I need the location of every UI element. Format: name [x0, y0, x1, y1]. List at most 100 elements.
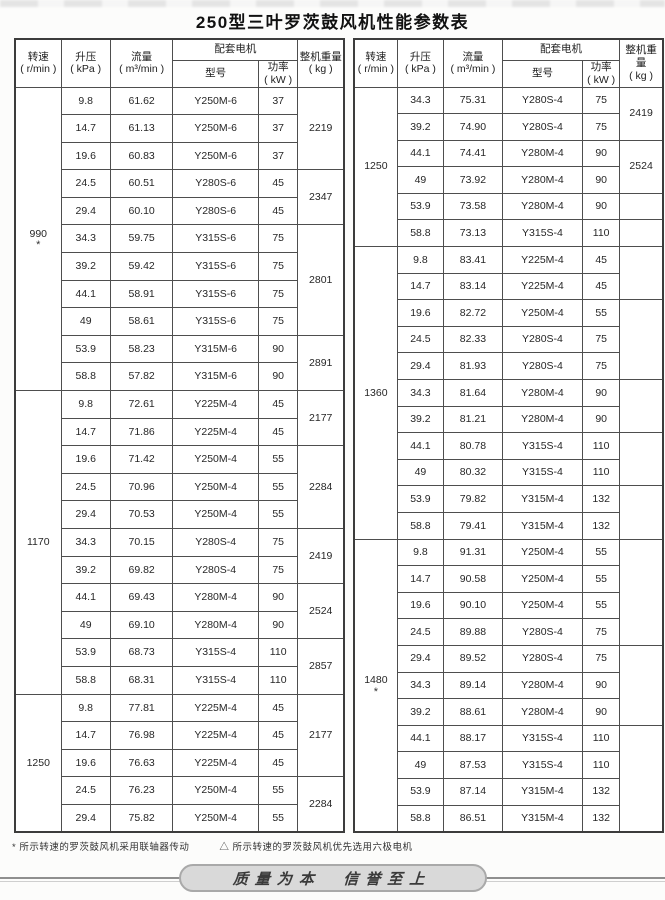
cell-flow: 60.51: [109, 169, 174, 198]
cell-pressure: 53.9: [60, 334, 111, 364]
cell-weight: 2524: [619, 139, 664, 194]
cell-pressure: 19.6: [60, 141, 111, 171]
cell-flow: 74.41: [443, 139, 503, 168]
cell-model: Y280M-4: [501, 379, 584, 407]
cell-power: 90: [582, 698, 621, 726]
cell-power: 75: [257, 555, 299, 585]
cell-model: Y280S-6: [172, 196, 259, 226]
cell-model: Y225M-4: [172, 748, 259, 778]
cell-pressure: 19.6: [396, 591, 445, 620]
cell-power: 37: [257, 86, 299, 116]
cell-speed: 1250: [353, 86, 398, 248]
cell-power: 45: [257, 721, 299, 750]
cell-speed: 1480 *: [353, 538, 398, 833]
cell-model: Y280M-4: [172, 583, 259, 612]
page-title: 250型三叶罗茨鼓风机性能参数表: [195, 13, 470, 32]
cell-power: 45: [582, 246, 621, 274]
cell-power: 37: [257, 114, 299, 143]
cell-weight: 2177: [297, 693, 345, 778]
cell-flow: 61.13: [109, 114, 174, 143]
cell-weight: [619, 246, 664, 301]
cell-flow: 88.61: [443, 698, 503, 726]
cell-power: 132: [582, 512, 621, 540]
cell-power: 90: [582, 405, 621, 434]
cell-power: 110: [582, 219, 621, 248]
cell-flow: 90.10: [443, 591, 503, 620]
cell-pressure: 39.2: [396, 113, 445, 141]
cell-pressure: 44.1: [60, 279, 111, 309]
cell-weight: 2524: [297, 583, 345, 640]
performance-table-right: 转速 ( r/min ) 升压 ( kPa ) 流量 ( m³/min ) 配套电机整…: [353, 38, 664, 833]
cell-flow: 71.42: [109, 445, 174, 474]
cell-power: 132: [582, 777, 621, 806]
cell-flow: 58.61: [109, 307, 174, 336]
cell-power: 55: [257, 445, 299, 474]
cell-power: 75: [582, 618, 621, 646]
cell-power: 132: [582, 485, 621, 513]
performance-table-left: 转速 ( r/min ) 升压 ( kPa ) 流量 ( m³/min ) 配套电机整…: [14, 38, 345, 834]
cell-flow: 70.53: [109, 500, 174, 529]
cell-power: 132: [582, 804, 621, 833]
cell-pressure: 29.4: [60, 196, 111, 226]
cell-model: Y250M-4: [172, 445, 259, 474]
cell-flow: 69.10: [109, 610, 174, 640]
cell-model: Y225M-4: [501, 246, 584, 274]
cell-flow: 86.51: [443, 804, 503, 833]
cell-model: Y280S-4: [501, 325, 584, 354]
cell-power: 110: [257, 665, 299, 695]
cell-flow: 81.21: [443, 405, 503, 434]
cell-model: Y315S-4: [501, 724, 584, 753]
cell-pressure: 9.8: [60, 86, 111, 116]
cell-pressure: 44.1: [396, 724, 445, 753]
cell-model: Y315S-4: [501, 458, 584, 487]
cell-power: 110: [257, 638, 299, 667]
cell-power: 55: [257, 803, 299, 833]
cell-pressure: 53.9: [60, 638, 111, 667]
cell-model: Y315M-4: [501, 804, 584, 833]
cell-flow: 73.58: [443, 192, 503, 221]
cell-flow: 76.63: [109, 748, 174, 778]
header-motor: 配套电机: [172, 38, 299, 61]
cell-weight: 2419: [619, 86, 664, 141]
cell-model: Y280S-4: [501, 86, 584, 115]
header-weight: 整机重量 ( kg ): [619, 38, 664, 88]
cell-flow: 80.78: [443, 432, 503, 460]
cell-power: 75: [257, 528, 299, 557]
cell-power: 45: [257, 169, 299, 198]
header-flow: 流量 ( m³/min ): [109, 38, 174, 88]
cell-weight: [619, 299, 664, 381]
cell-flow: 91.31: [443, 538, 503, 567]
cell-model: Y315S-4: [501, 432, 584, 460]
cell-power: 90: [582, 166, 621, 194]
speed-value: 990: [29, 227, 48, 240]
cell-flow: 76.98: [109, 721, 174, 750]
cell-flow: 81.64: [443, 379, 503, 407]
cell-weight: 2857: [297, 638, 345, 695]
cell-pressure: 24.5: [396, 618, 445, 646]
cell-pressure: 49: [396, 458, 445, 487]
cell-power: 55: [582, 591, 621, 620]
cell-pressure: 58.8: [396, 512, 445, 540]
cell-flow: 75.31: [443, 86, 503, 115]
quality-banner: 质量为本 信誉至上: [0, 862, 665, 896]
tables-container: 转速 ( r/min ) 升压 ( kPa ) 流量 ( m³/min ) 配套电机整…: [14, 38, 664, 834]
cell-power: 55: [582, 538, 621, 567]
header-motor: 配套电机: [501, 38, 621, 61]
cell-model: Y315M-6: [172, 334, 259, 364]
cell-pressure: 49: [396, 166, 445, 194]
cell-flow: 58.23: [109, 334, 174, 364]
cell-speed: 990 *: [14, 86, 62, 392]
speed-value: 1360: [364, 386, 388, 399]
cell-pressure: 29.4: [396, 644, 445, 673]
header-power: 功率 ( kW ): [257, 59, 299, 88]
header-power: 功率 ( kW ): [582, 59, 621, 88]
speed-value: 1250: [364, 160, 388, 173]
cell-model: Y280M-4: [501, 192, 584, 221]
cell-flow: 83.14: [443, 272, 503, 301]
cell-weight: [619, 485, 664, 540]
cell-model: Y280M-4: [501, 166, 584, 194]
cell-flow: 87.14: [443, 777, 503, 806]
cell-flow: 71.86: [109, 417, 174, 447]
cell-pressure: 29.4: [396, 352, 445, 381]
cell-power: 45: [257, 196, 299, 226]
